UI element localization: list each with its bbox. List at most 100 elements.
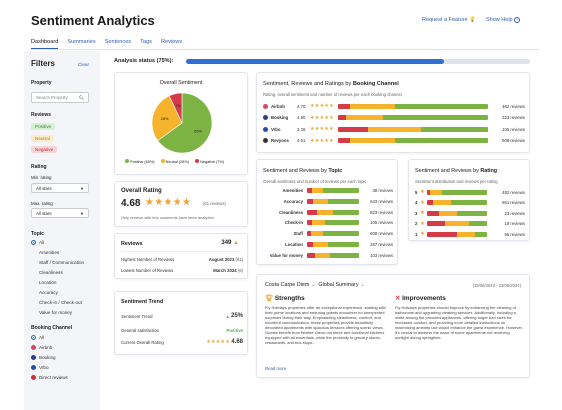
filters-sidebar: Filters Clear Property Search Property 🔍︎…: [24, 51, 100, 410]
min-rating-select[interactable]: All stars ▼: [31, 183, 89, 193]
topic-row[interactable]: Value for money 103 reviews: [263, 252, 393, 258]
tab-reviews[interactable]: Reviews: [160, 39, 183, 45]
request-feature-link[interactable]: Request a Feature 💡: [422, 17, 476, 23]
booking-channel-card: Sentiment, Reviews and Ratings by Bookin…: [256, 72, 530, 153]
channel-rating: 4.51: [297, 138, 306, 143]
topic-row[interactable]: Check-in 105 reviews: [263, 220, 393, 226]
channel-icon: [263, 103, 268, 109]
topic-option-cleanliness[interactable]: Cleanliness: [31, 270, 63, 275]
rating-row[interactable]: 4 ★ 651 reviews: [415, 200, 525, 206]
channel-option-booking[interactable]: Booking: [31, 355, 56, 360]
channel-option-vrbo[interactable]: Vrbo: [31, 365, 49, 370]
tab-bar: Dashboard Summaries Sentences Tags Revie…: [31, 39, 182, 49]
rating-reviews: 482 reviews: [502, 189, 525, 195]
bar-segment: [327, 198, 359, 204]
bar-segment: [313, 242, 328, 247]
pie-slice-positive[interactable]: [157, 92, 213, 154]
pie-slice-negative[interactable]: [168, 92, 183, 124]
rating-card-subtitle: Sentiment distribution and reviews per r…: [415, 179, 498, 184]
positive-tag[interactable]: Positive: [31, 123, 56, 130]
channel-card-title: Sentiment, Reviews and Ratings by Bookin…: [263, 81, 399, 87]
bar-segment: [427, 231, 457, 237]
topic-row[interactable]: Staff 608 reviews: [263, 231, 393, 237]
bar-segment: [368, 126, 421, 132]
tab-sentences[interactable]: Sentences: [104, 39, 132, 45]
topic-option-value[interactable]: Value for money: [31, 310, 72, 315]
sentiment-bar: [307, 252, 359, 258]
legend-neutral: Neutral (28%): [160, 159, 190, 164]
topic-row[interactable]: Location 287 reviews: [263, 242, 393, 247]
star-icon: ★: [420, 231, 426, 237]
max-rating-value: All stars: [36, 211, 52, 216]
show-help-link[interactable]: Show Help ?: [486, 17, 521, 23]
read-more-link[interactable]: Read more: [265, 366, 287, 371]
negative-tag[interactable]: Negative: [31, 146, 58, 153]
topic-option-accuracy[interactable]: Accuracy: [31, 290, 58, 295]
bar-segment: [457, 210, 487, 216]
topic-option-amenities[interactable]: Amenities: [31, 250, 59, 255]
rating-row[interactable]: 2 ★ 19 reviews: [415, 221, 525, 227]
radio-empty: [31, 290, 36, 295]
summary-scope[interactable]: Global Summary: [318, 282, 359, 288]
topic-row[interactable]: Cleanliness 823 reviews: [263, 209, 393, 215]
radio-empty: [31, 270, 36, 275]
sentiment-bar: [307, 242, 359, 247]
topic-row[interactable]: Accuracy 643 reviews: [263, 198, 393, 204]
overall-rating-card: Overall Rating 4.68 ★★★★★ (61 reviews) O…: [114, 181, 248, 227]
legend-neutral-label: Neutral (28%): [165, 160, 190, 164]
legend-positive-label: Positive (65%): [130, 160, 155, 164]
channel-row[interactable]: Revyoos 4.51 ★★★★★ 608 reviews: [263, 138, 525, 144]
channel-row[interactable]: Vrbo 3.28 ★★★★★ 105 reviews: [263, 126, 525, 132]
chevron-down-icon[interactable]: ⌄: [310, 282, 316, 288]
chevron-down-icon[interactable]: ⌄: [360, 282, 365, 288]
channel-name: Revyoos: [271, 138, 289, 143]
topic-option-all[interactable]: All: [31, 240, 44, 245]
topic-option-staff[interactable]: Staff / Communication: [31, 260, 84, 265]
channel-name: Booking: [271, 115, 289, 120]
channel-row[interactable]: Airbnb 4.70 ★★★★★ 482 reviews: [263, 103, 525, 109]
pie-slice-neutral[interactable]: [151, 95, 183, 142]
channel-option-direct[interactable]: Direct reviews: [31, 375, 68, 380]
channel-rating: 4.80: [297, 115, 306, 120]
rating-stars-count: 4: [415, 200, 418, 205]
tab-dashboard[interactable]: Dashboard: [31, 39, 59, 49]
property-search-input[interactable]: Search Property 🔍︎: [31, 92, 89, 103]
tab-tags[interactable]: Tags: [140, 39, 152, 45]
bar-segment: [427, 189, 430, 195]
bar-segment: [457, 231, 475, 237]
sentiment-bar: [427, 210, 487, 216]
bar-segment: [307, 209, 318, 215]
rating-row[interactable]: 5 ★ 482 reviews: [415, 189, 525, 195]
topic-reviews: 287 reviews: [370, 242, 393, 247]
row-value: 4.68: [231, 339, 243, 345]
legend-negative-label: Negative (7%): [200, 160, 225, 164]
sentiment-bar: [427, 231, 487, 237]
title-prefix: Sentiment, Reviews and Ratings by: [263, 81, 353, 87]
neutral-tag[interactable]: Neutral: [31, 135, 54, 142]
channel-option-all[interactable]: All: [31, 335, 44, 340]
topic-option-location[interactable]: Location: [31, 280, 56, 285]
bar-segment: [311, 231, 323, 237]
bar-segment: [345, 115, 383, 120]
clear-filters-link[interactable]: Clear: [78, 62, 89, 67]
bar-segment: [330, 252, 359, 258]
row-label: Lowest Number of Reviews: [121, 268, 174, 273]
rating-card-title: Sentiment and Reviews by Rating: [415, 168, 497, 174]
rating-row[interactable]: 1 ★ 66 reviews: [415, 231, 525, 237]
bar-segment: [427, 221, 445, 226]
bar-segment: [445, 221, 469, 226]
topic-row[interactable]: Amenities 38 reviews: [263, 188, 393, 193]
topic-name: Value for money: [269, 252, 303, 258]
topic-option-label: Accuracy: [39, 290, 58, 295]
channel-row[interactable]: Booking 4.80 ★★★★★ 323 reviews: [263, 115, 525, 121]
summary-dates: (19/06/2023 - 23/06/2024): [472, 283, 521, 288]
rating-row[interactable]: 3 ★ 23 reviews: [415, 210, 525, 216]
channel-option-airbnb[interactable]: Airbnb: [31, 345, 52, 350]
max-rating-label: Max. rating: [31, 201, 53, 206]
topic-option-checkin[interactable]: Check-in / Check-out: [31, 300, 82, 305]
max-rating-select[interactable]: All stars ▼: [31, 208, 89, 218]
channel-icon: [263, 115, 268, 120]
analysis-status-label: Analysis status (75%):: [114, 58, 174, 64]
bar-segment: [338, 138, 350, 143]
tab-summaries[interactable]: Summaries: [67, 39, 96, 45]
